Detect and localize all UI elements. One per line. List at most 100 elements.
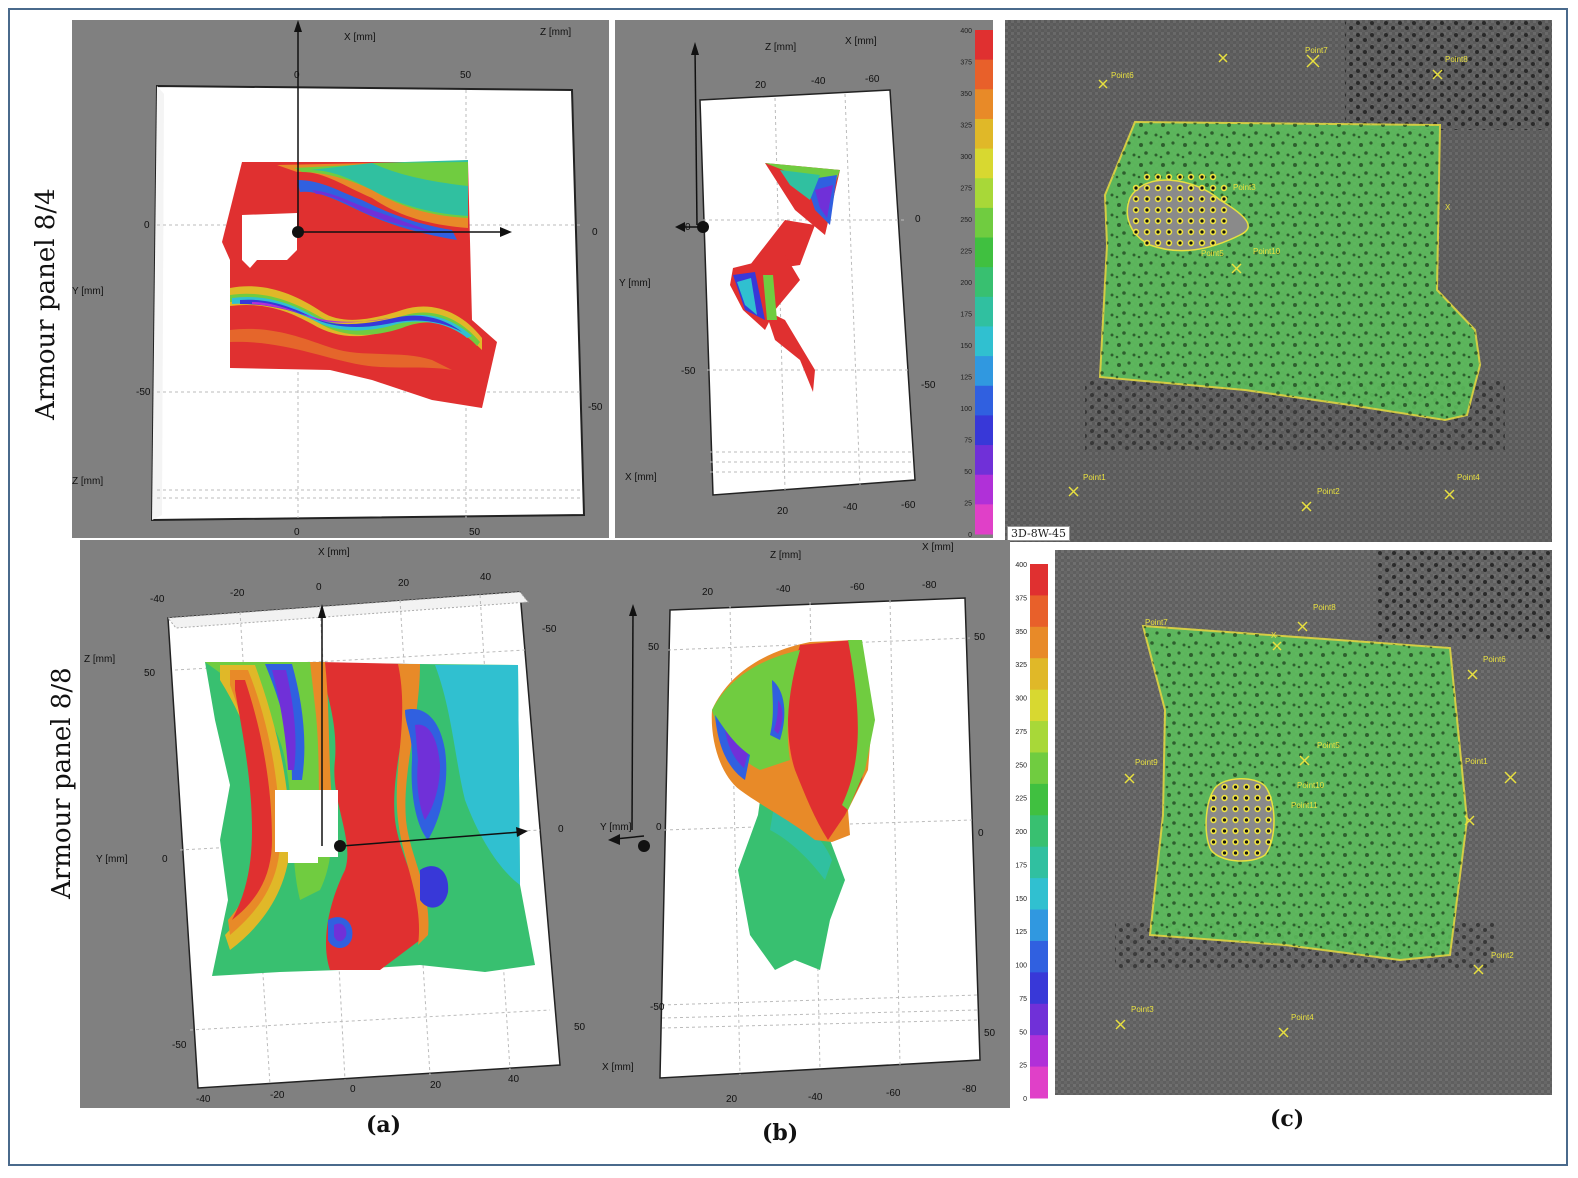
colorbar-bottom-swatch-12 [1030, 940, 1048, 973]
tick-a-top-0: 0 [294, 70, 300, 81]
marker-8-4-dot-center [1134, 197, 1138, 201]
tick-b-bottom-0: 20 [777, 506, 789, 517]
point-label-top-1: Point7 [1305, 46, 1328, 55]
colorbar-top-tick-7: 225 [960, 249, 972, 256]
colorbar-bottom-swatch-1 [1030, 595, 1048, 628]
axis-label-z-a-bottom: Z [mm] [84, 654, 115, 665]
panel-b-top-contour: Z [mm] X [mm] Y [mm] X [mm] 20 -40 -60 0… [615, 20, 993, 538]
photo-8-4: Point6 Point7 Point8 Point3 Point5 Point… [1005, 20, 1552, 542]
tick-a-top-1: 50 [460, 70, 472, 81]
marker-8-4-dot-center [1211, 197, 1215, 201]
marker-8-8-dot-center [1244, 829, 1249, 833]
marker-8-8-dot-center [1222, 796, 1227, 800]
marker-8-4-dot-center [1134, 219, 1138, 223]
point-label-top-5: Point10 [1253, 247, 1281, 256]
colorbar-bottom-swatch-10 [1030, 878, 1048, 911]
marker-8-4-dot-center [1167, 208, 1171, 212]
marker-8-8-dot-center [1266, 840, 1271, 844]
tick-b2-bottom-1: -40 [808, 1092, 823, 1103]
tick-b-right-1: -50 [921, 380, 936, 391]
tick-a2-top-3: 20 [398, 578, 410, 589]
axis-label-y-b-bottom: Y [mm] [600, 822, 632, 833]
axis-label-z-a-top-bottom: Z [mm] [72, 476, 103, 487]
colorbar-bottom-tick-8: 200 [1015, 829, 1027, 836]
marker-8-4-dot-center [1211, 230, 1215, 234]
colorbar-top-swatch-3 [975, 118, 993, 150]
marker-8-8-dot-center [1255, 785, 1260, 789]
panel-a-bottom-contour: X [mm] Z [mm] Y [mm] -40 -20 0 20 40 50 … [80, 540, 610, 1108]
panel-a-top-contour: X [mm] Z [mm] Y [mm] Z [mm] 0 50 0 -50 0… [72, 20, 609, 538]
marker-8-4-dot-center [1134, 230, 1138, 234]
colorbar-bottom-tick-13: 75 [1019, 996, 1027, 1003]
axis-label-y-b-top: Y [mm] [619, 278, 651, 289]
marker-8-4-dot-center [1145, 208, 1149, 212]
colorbar-bottom-tick-16: 0 [1023, 1096, 1027, 1103]
marker-8-8-dot-center [1255, 829, 1260, 833]
point-label-top-9: X [1445, 203, 1451, 212]
colorbar-top-tick-4: 300 [960, 154, 972, 161]
tick-a2-left-2: -50 [172, 1040, 187, 1051]
marker-8-4-dot-center [1178, 186, 1182, 190]
colorbar-bottom-tick-15: 25 [1019, 1063, 1027, 1070]
marker-8-4-dot-center [1145, 186, 1149, 190]
colorbar-top-swatch-5 [975, 178, 993, 209]
colorbar-bottom-swatch-8 [1030, 815, 1048, 848]
tick-b-left-0: 0 [685, 222, 691, 233]
point-label-top-7: Point2 [1317, 487, 1340, 496]
axis-label-z-b-top: Z [mm] [765, 42, 796, 53]
point-label-top-8: Point4 [1457, 473, 1480, 482]
colorbar-top-tick-10: 150 [960, 343, 972, 350]
colorbar-bottom-tick-12: 100 [1015, 963, 1027, 970]
marker-8-8-dot-center [1222, 851, 1227, 855]
tick-b2-right-2: 50 [984, 1028, 996, 1039]
marker-8-8-dot-center [1266, 818, 1271, 822]
marker-8-4-dot-center [1211, 219, 1215, 223]
marker-8-4-dot-center [1178, 230, 1182, 234]
marker-8-8-dot-center [1266, 796, 1271, 800]
colorbar-top-tick-15: 25 [964, 501, 972, 508]
colorbar-bottom-swatch-9 [1030, 846, 1048, 879]
colorbar-bottom-tick-5: 275 [1015, 729, 1027, 736]
point-label-top-0: Point6 [1111, 71, 1134, 80]
marker-8-8-dot-center [1222, 785, 1227, 789]
point-label-top-4: Point5 [1201, 249, 1224, 258]
marker-8-4-dot-center [1222, 186, 1226, 190]
colorbar-bottom-tick-10: 150 [1015, 896, 1027, 903]
point-label-top-6: Point1 [1083, 473, 1106, 482]
colorbar-bottom-swatch-7 [1030, 783, 1048, 816]
row-label-8-4: Armour panel 8/4 [31, 188, 61, 420]
tick-b2-top-0: 20 [702, 587, 714, 598]
tick-a2-right-0: -50 [542, 624, 557, 635]
contour-plot-b-top: Z [mm] X [mm] Y [mm] X [mm] 20 -40 -60 0… [619, 36, 936, 517]
marker-8-4-dot-center [1211, 186, 1215, 190]
marker-8-4-dot-center [1200, 208, 1204, 212]
point-label-bottom-5: Point10 [1297, 781, 1325, 790]
marker-8-4-dot-center [1189, 219, 1193, 223]
marker-8-8-dot-center [1233, 840, 1238, 844]
marker-8-4-dot-center [1189, 175, 1193, 179]
colorbar-bottom-tick-6: 250 [1015, 762, 1027, 769]
colorbar-bottom-swatch-5 [1030, 721, 1048, 753]
point-label-bottom-0: Point8 [1313, 603, 1336, 612]
marker-8-4-dot-center [1211, 175, 1215, 179]
green-region-8-8 [1141, 624, 1469, 962]
marker-8-4-dot-center [1189, 241, 1193, 245]
marker-8-4-dot-center [1167, 175, 1171, 179]
colorbar-top-swatch-8 [975, 267, 993, 298]
colorbar-top-swatch-0 [975, 30, 993, 61]
colorbar-bottom: 400 375 350 325 300 275 250 225 200 175 150 125 100 7… [1000, 556, 1052, 1106]
marker-8-4-dot-center [1145, 230, 1149, 234]
marker-8-8-dot-center [1244, 796, 1249, 800]
axis-label-x-b-bottom-2: X [mm] [602, 1062, 634, 1073]
colorbar-bottom-swatch-2 [1030, 626, 1048, 659]
colorbar-top-swatch-1 [975, 59, 993, 90]
colorbar-top: 400 375 350 325 300 275 250 225 200 175 150 125 100 7… [945, 22, 997, 542]
marker-8-8-dot-center [1233, 807, 1238, 811]
displacement-surface-b-top [730, 163, 840, 392]
colorbar-bottom-swatch-16 [1030, 1066, 1048, 1099]
tick-a2-top-0: -40 [150, 594, 165, 605]
colorbar-top-swatch-11 [975, 356, 993, 387]
marker-8-8-dot-center [1233, 785, 1238, 789]
tick-b2-left-2: -50 [650, 1002, 665, 1013]
marker-8-4-dot-center [1222, 197, 1226, 201]
